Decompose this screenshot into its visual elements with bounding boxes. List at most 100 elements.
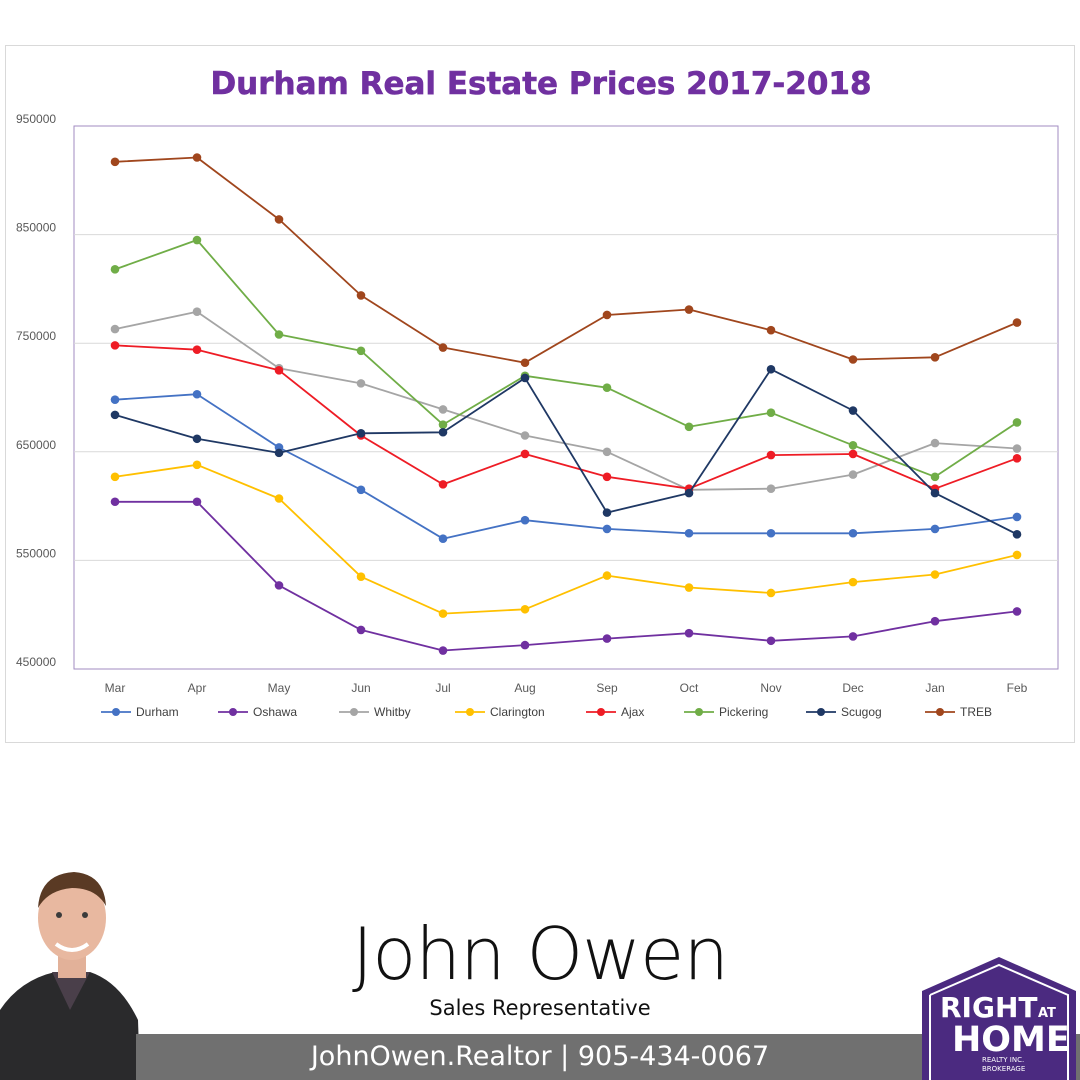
- x-tick-label: Jan: [925, 681, 944, 695]
- data-point: [274, 215, 284, 224]
- chart-svg: Durham Real Estate Prices 2017-2018 9500…: [16, 66, 1059, 719]
- series-durham: [110, 389, 1022, 543]
- data-point: [110, 472, 120, 482]
- series-line: [114, 239, 1018, 478]
- data-point: [192, 460, 202, 470]
- logo-sub2: BROKERAGE: [982, 1065, 1025, 1073]
- legend-label: Durham: [136, 705, 179, 719]
- data-point: [684, 628, 694, 638]
- data-point: [684, 422, 694, 432]
- legend-label: Scugog: [841, 705, 882, 719]
- data-point: [192, 389, 202, 399]
- data-point: [356, 625, 366, 635]
- chart-title: Durham Real Estate Prices 2017-2018: [210, 66, 871, 102]
- data-point: [438, 534, 448, 543]
- x-tick-label: Nov: [760, 681, 781, 695]
- legend-marker: [936, 708, 944, 716]
- legend-label: Oshawa: [253, 705, 297, 719]
- series-line: [114, 156, 1018, 364]
- data-point: [930, 524, 940, 534]
- x-tick-label: Apr: [188, 681, 207, 695]
- series-line: [114, 463, 1018, 615]
- series-clarington: [110, 460, 1022, 618]
- agent-role: Sales Representative: [429, 996, 651, 1020]
- data-point: [110, 497, 120, 507]
- logo-line1: RIGHT: [940, 991, 1038, 1024]
- data-point: [520, 373, 530, 383]
- data-point: [1012, 444, 1022, 453]
- legend-item-whitby: Whitby: [339, 705, 411, 719]
- data-point: [356, 346, 366, 356]
- data-point: [930, 438, 940, 448]
- x-tick-label: Feb: [1007, 681, 1028, 695]
- x-tick-label: Oct: [680, 681, 699, 695]
- series-line: [114, 344, 1018, 490]
- grid-lines: [74, 234, 1058, 561]
- data-point: [192, 434, 202, 444]
- data-point: [192, 497, 202, 507]
- data-point: [602, 310, 612, 320]
- legend-item-oshawa: Oshawa: [218, 705, 297, 719]
- legend-marker: [112, 708, 120, 716]
- series-line: [115, 500, 1018, 652]
- data-point: [274, 581, 284, 590]
- legend-marker: [817, 708, 825, 716]
- data-point: [192, 307, 202, 317]
- data-point: [1012, 418, 1022, 427]
- legend-label: Pickering: [719, 705, 768, 719]
- data-point: [438, 427, 448, 437]
- y-tick-label: 850000: [16, 221, 56, 235]
- x-tick-label: May: [268, 681, 291, 695]
- data-point: [438, 646, 448, 655]
- data-point: [848, 470, 858, 479]
- legend-item-pickering: Pickering: [684, 705, 768, 719]
- data-point: [848, 355, 858, 364]
- y-tick-label: 450000: [16, 655, 56, 669]
- series-ajax: [110, 341, 1022, 494]
- data-point: [848, 577, 858, 587]
- data-point: [356, 572, 366, 581]
- logo-house-outline: [929, 963, 1069, 1080]
- legend-marker: [597, 708, 605, 716]
- data-point: [438, 405, 448, 414]
- data-point: [1012, 607, 1022, 616]
- data-point: [110, 265, 120, 274]
- series-pickering: [110, 235, 1022, 482]
- legend-label: Clarington: [490, 705, 545, 719]
- logo-sub1: REALTY INC.: [982, 1056, 1024, 1064]
- legend-item-ajax: Ajax: [586, 705, 644, 719]
- x-axis-ticks: Mar Apr May Jun Jul Aug Sep Oct Nov Dec Jan Feb: [105, 681, 1028, 695]
- data-point: [930, 488, 940, 498]
- plot-border: [73, 125, 1059, 670]
- data-point: [848, 632, 858, 641]
- legend-label: Whitby: [374, 705, 411, 719]
- data-point: [930, 472, 940, 482]
- legend-item-clarington: Clarington: [455, 705, 545, 719]
- y-tick-label: 950000: [16, 112, 56, 126]
- data-point: [274, 448, 284, 458]
- data-point: [1012, 550, 1022, 560]
- data-point: [766, 325, 776, 335]
- data-point: [110, 395, 120, 404]
- data-point: [684, 528, 694, 538]
- data-point: [930, 353, 940, 362]
- legend-label: Ajax: [621, 705, 644, 719]
- series-oshawa: [110, 497, 1022, 655]
- data-point: [192, 153, 202, 162]
- series-line: [114, 393, 1018, 540]
- legend-marker: [350, 708, 358, 716]
- data-point: [848, 449, 858, 459]
- data-point: [438, 609, 448, 618]
- data-point: [274, 330, 284, 339]
- data-point: [192, 345, 202, 355]
- contact-info[interactable]: JohnOwen.Realtor | 905-434-0067: [310, 1041, 770, 1072]
- data-point: [602, 634, 612, 643]
- x-tick-label: Sep: [596, 681, 618, 695]
- logo-line2: HOME: [952, 1020, 1070, 1060]
- legend-item-durham: Durham: [101, 705, 179, 719]
- legend-item-treb: TREB: [925, 705, 992, 719]
- data-point: [110, 157, 120, 167]
- data-point: [438, 420, 448, 429]
- data-point: [684, 488, 694, 498]
- data-point: [602, 524, 612, 534]
